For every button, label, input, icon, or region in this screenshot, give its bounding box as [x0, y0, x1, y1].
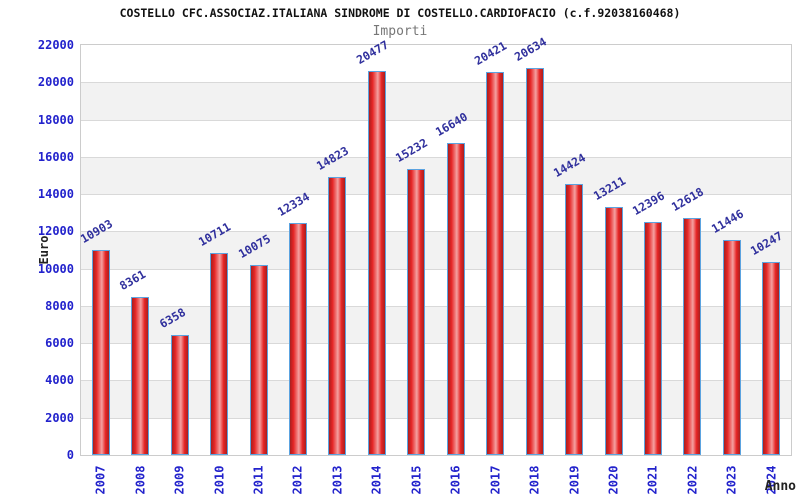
y-tick-label: 16000	[37, 149, 74, 164]
x-tick-label-2022: 2022	[685, 465, 700, 495]
y-tick-label: 10000	[37, 261, 74, 276]
bar-2018	[525, 68, 544, 455]
y-tick-label: 2000	[45, 410, 74, 425]
gridline	[81, 82, 791, 84]
background-band	[81, 380, 791, 418]
x-tick-label-2009: 2009	[172, 465, 187, 495]
y-tick-label: 8000	[45, 298, 74, 313]
y-axis-title: Euro	[37, 235, 51, 265]
x-tick-label-2015: 2015	[409, 465, 424, 495]
background-band	[81, 82, 791, 120]
bar-2008	[131, 297, 150, 455]
x-tick-label-2017: 2017	[488, 465, 503, 495]
background-band	[81, 119, 791, 157]
y-tick-label: 0	[66, 448, 74, 462]
background-band	[81, 156, 791, 195]
x-axis-title: Anno	[764, 479, 796, 494]
background-band	[81, 268, 791, 306]
bar-2013	[328, 176, 347, 455]
x-tick-label-2010: 2010	[212, 465, 227, 495]
gridline	[81, 343, 791, 345]
x-tick-label-2021: 2021	[645, 465, 660, 495]
gridline	[81, 305, 791, 307]
background-band	[81, 194, 791, 232]
x-tick-label-2018: 2018	[527, 465, 542, 495]
bar-2022	[683, 217, 702, 455]
y-tick-label: 12000	[37, 224, 74, 239]
gridline	[81, 268, 791, 270]
background-band	[81, 305, 791, 344]
x-tick-label-2013: 2013	[330, 465, 345, 495]
gridline	[81, 194, 791, 196]
background-band	[81, 417, 791, 455]
bar-2007	[91, 249, 110, 455]
y-tick-label: 22000	[37, 38, 74, 52]
gridline	[81, 231, 791, 233]
background-band	[81, 343, 791, 381]
plot-area: 10903 8361 6358 10711 10075 12334 14823 20477 15…	[78, 35, 792, 456]
bar-2011	[249, 265, 268, 455]
gridline	[81, 156, 791, 158]
bar-2014	[367, 71, 386, 455]
chart-title: COSTELLO CFC.ASSOCIAZ.ITALIANA SINDROME …	[119, 6, 681, 20]
x-tick-label-2008: 2008	[133, 465, 148, 495]
bar-2015	[407, 169, 426, 455]
bar-2009	[170, 334, 189, 455]
bar-2010	[210, 253, 229, 455]
bar-2016	[446, 142, 465, 455]
background-band	[81, 45, 791, 83]
chart-subtitle: Importi	[372, 24, 428, 39]
y-tick-label: 6000	[45, 336, 74, 351]
gridline	[81, 380, 791, 382]
gridline	[81, 417, 791, 419]
x-tick-label-2016: 2016	[448, 465, 463, 495]
gridline	[81, 119, 791, 121]
bar-2021	[643, 221, 662, 455]
y-tick-label: 18000	[37, 112, 74, 127]
x-tick-label-2007: 2007	[93, 465, 108, 495]
bar-2023	[722, 239, 741, 455]
y-tick-label: 4000	[45, 373, 74, 388]
bar-2024	[762, 262, 781, 455]
bar-2012	[288, 223, 307, 455]
bar-2017	[486, 72, 505, 455]
x-tick-label-2019: 2019	[567, 465, 582, 495]
background-band	[81, 231, 791, 269]
x-tick-label-2023: 2023	[724, 465, 739, 495]
x-tick-label-2012: 2012	[290, 465, 305, 495]
y-tick-label: 14000	[37, 187, 74, 202]
x-tick-label-2020: 2020	[606, 465, 621, 495]
x-tick-label-2014: 2014	[369, 465, 384, 495]
bar-2020	[604, 206, 623, 455]
bar-2019	[565, 184, 584, 455]
y-tick-label: 20000	[37, 75, 74, 90]
x-tick-label-2011: 2011	[251, 465, 266, 495]
